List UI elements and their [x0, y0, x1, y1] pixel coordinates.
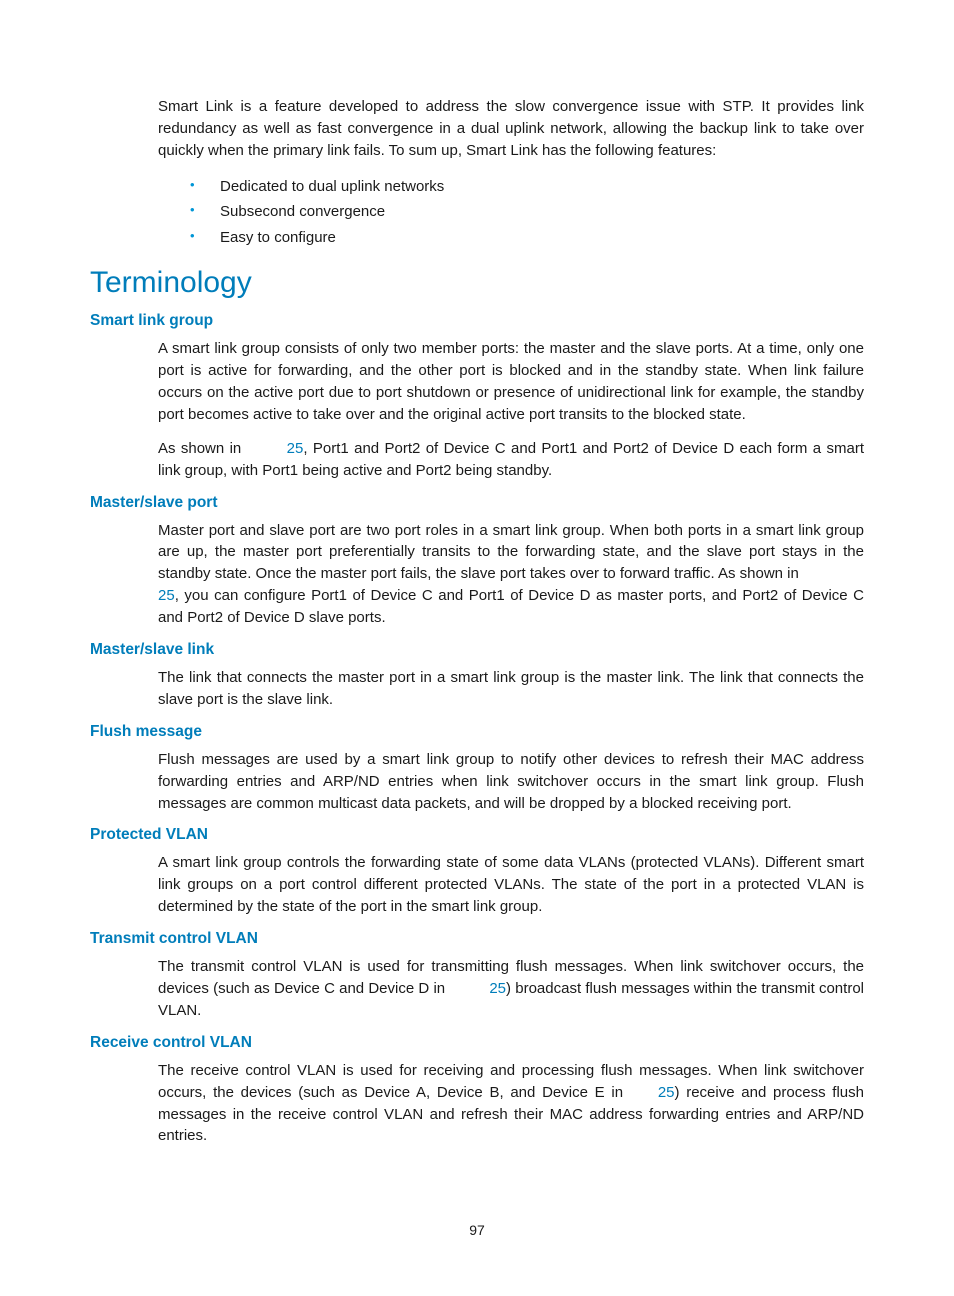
- figure-ref-link[interactable]: 25: [489, 980, 506, 997]
- protected-vlan-heading: Protected VLAN: [90, 826, 864, 844]
- smart-link-group-heading: Smart link group: [90, 312, 864, 330]
- flush-message-p1: Flush messages are used by a smart link …: [158, 749, 864, 815]
- page-number: 97: [0, 1222, 954, 1238]
- terminology-heading: Terminology: [90, 266, 864, 300]
- transmit-control-vlan-heading: Transmit control VLAN: [90, 930, 864, 948]
- receive-control-vlan-p1: The receive control VLAN is used for rec…: [158, 1060, 864, 1148]
- intro-bullet-list: Dedicated to dual uplink networks Subsec…: [158, 174, 864, 251]
- text-run: , Port1 and Port2 of Device C and Port1 …: [158, 440, 864, 479]
- protected-vlan-p1: A smart link group controls the forwardi…: [158, 852, 864, 918]
- figure-ref-link[interactable]: 25: [158, 587, 175, 604]
- smart-link-group-p1: A smart link group consists of only two …: [158, 338, 864, 426]
- content-area: Smart Link is a feature developed to add…: [90, 96, 864, 1159]
- flush-message-heading: Flush message: [90, 723, 864, 741]
- master-slave-port-heading: Master/slave port: [90, 494, 864, 512]
- transmit-control-vlan-p1: The transmit control VLAN is used for tr…: [158, 956, 864, 1022]
- list-item: Subsecond convergence: [158, 199, 864, 225]
- list-item: Easy to configure: [158, 225, 864, 251]
- list-item: Dedicated to dual uplink networks: [158, 174, 864, 200]
- master-slave-link-heading: Master/slave link: [90, 641, 864, 659]
- page: Smart Link is a feature developed to add…: [0, 0, 954, 1296]
- text-run: As shown in: [158, 440, 247, 457]
- text-run: Master port and slave port are two port …: [158, 522, 864, 583]
- master-slave-link-p1: The link that connects the master port i…: [158, 667, 864, 711]
- figure-ref-link[interactable]: 25: [658, 1084, 675, 1101]
- figure-ref-link[interactable]: 25: [287, 440, 304, 457]
- master-slave-port-p1: Master port and slave port are two port …: [158, 520, 864, 629]
- text-run: , you can configure Port1 of Device C an…: [158, 587, 864, 626]
- smart-link-group-p2: As shown in 25, Port1 and Port2 of Devic…: [158, 438, 864, 482]
- receive-control-vlan-heading: Receive control VLAN: [90, 1034, 864, 1052]
- intro-paragraph: Smart Link is a feature developed to add…: [158, 96, 864, 162]
